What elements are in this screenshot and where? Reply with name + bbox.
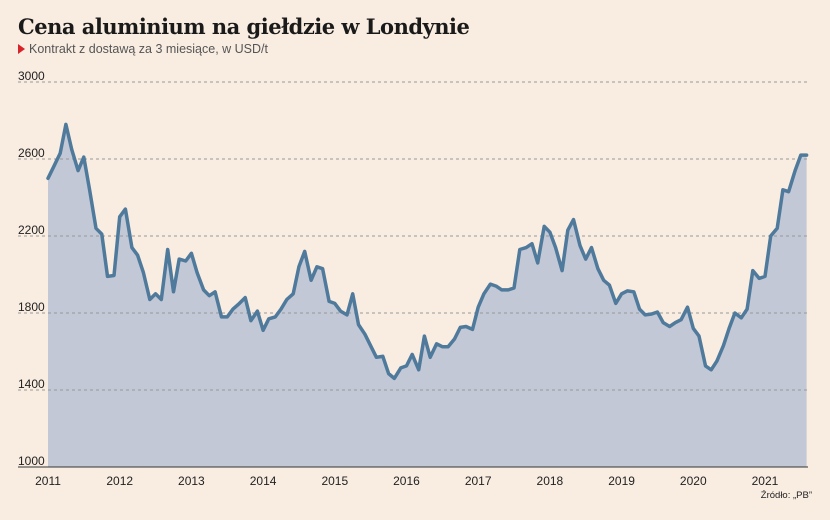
- y-tick-label: 2200: [18, 223, 45, 237]
- x-tick-label: 2021: [752, 474, 779, 488]
- y-tick-label: 1800: [18, 300, 45, 314]
- y-tick-label: 1000: [18, 454, 45, 468]
- x-tick-label: 2020: [680, 474, 707, 488]
- subtitle-text: Kontrakt z dostawą za 3 miesiące, w USD/…: [29, 42, 268, 56]
- y-tick-label: 1400: [18, 377, 45, 391]
- x-tick-label: 2019: [608, 474, 635, 488]
- x-tick-label: 2011: [35, 474, 61, 488]
- price-line: [46, 122, 809, 381]
- x-tick-label: 2016: [393, 474, 420, 488]
- x-tick-label: 2012: [106, 474, 133, 488]
- x-tick-label: 2018: [537, 474, 564, 488]
- x-tick-label: 2015: [321, 474, 348, 488]
- y-tick-label: 2600: [18, 146, 45, 160]
- chart-subtitle: Kontrakt z dostawą za 3 miesiące, w USD/…: [18, 42, 268, 56]
- price-area: [48, 124, 807, 468]
- source-note: Źródło: „PB”: [760, 490, 812, 501]
- chart-title: Cena aluminium na giełdzie w Londynie: [18, 14, 470, 39]
- x-tick-label: 2017: [465, 474, 492, 488]
- red-triangle-icon: [18, 44, 25, 54]
- x-tick-label: 2013: [178, 474, 205, 488]
- y-tick-label: 3000: [18, 69, 45, 83]
- x-tick-label: 2014: [250, 474, 277, 488]
